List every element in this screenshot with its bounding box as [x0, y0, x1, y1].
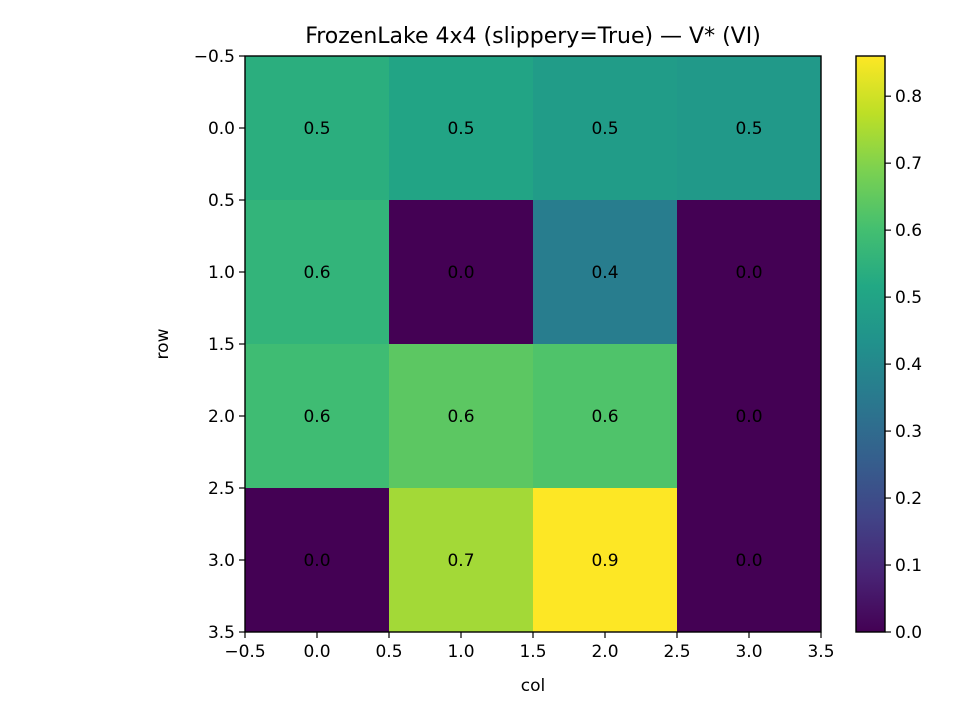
cell-value-label: 0.7: [447, 551, 474, 571]
heatmap-cell: [677, 56, 822, 201]
y-axis-label: row: [153, 328, 173, 359]
colorbar-tick-label: 0.0: [895, 623, 922, 643]
heatmap-cell: [389, 200, 534, 345]
colorbar-tick-label: 0.2: [895, 489, 922, 509]
y-tick-label: 2.5: [208, 479, 235, 499]
cell-value-label: 0.5: [735, 119, 762, 139]
x-tick-label: −0.5: [224, 642, 265, 662]
colorbar-tick-label: 0.8: [895, 87, 922, 107]
cell-value-label: 0.0: [735, 551, 762, 571]
x-axis-ticks: −0.5 0.0 0.5 1.0 1.5 2.0 2.5 3.0 3.5: [224, 632, 835, 662]
chart-title: FrozenLake 4x4 (slippery=True) — V* (VI): [305, 24, 761, 49]
x-axis-label: col: [521, 676, 545, 696]
heatmap-cell: [245, 200, 390, 345]
colorbar-tick-label: 0.7: [895, 154, 922, 174]
y-tick-label: 3.5: [208, 623, 235, 643]
x-tick-label: 2.5: [663, 642, 690, 662]
x-tick-label: 0.5: [375, 642, 402, 662]
colorbar-tick-label: 0.1: [895, 556, 922, 576]
cell-value-label: 0.6: [447, 407, 474, 427]
heatmap-cell: [533, 56, 678, 201]
colorbar-gradient: [856, 56, 885, 632]
heatmap-cell: [533, 344, 678, 489]
y-tick-label: 0.0: [208, 119, 235, 139]
x-tick-label: 3.0: [735, 642, 762, 662]
y-tick-label: 0.5: [208, 191, 235, 211]
heatmap-cell: [245, 344, 390, 489]
cell-value-label: 0.5: [591, 119, 618, 139]
heatmap-cell: [389, 56, 534, 201]
cell-value-label: 0.6: [303, 407, 330, 427]
colorbar-tick-label: 0.6: [895, 221, 922, 241]
cell-value-label: 0.6: [303, 263, 330, 283]
heatmap-cell: [389, 344, 534, 489]
cell-value-label: 0.9: [591, 551, 618, 571]
heatmap-cell: [677, 200, 822, 345]
y-tick-label: 1.5: [208, 335, 235, 355]
heatmap-cell: [245, 488, 390, 633]
heatmap-grid: [245, 56, 822, 633]
cell-value-labels: 0.5 0.5 0.5 0.5 0.6 0.0 0.4 0.0 0.6 0.6 0.6 0.0 0.0 0…: [303, 119, 762, 571]
x-tick-label: 1.5: [519, 642, 546, 662]
y-tick-label: 3.0: [208, 551, 235, 571]
cell-value-label: 0.0: [735, 263, 762, 283]
cell-value-label: 0.0: [447, 263, 474, 283]
heatmap-cell: [533, 488, 678, 633]
heatmap-cell: [533, 200, 678, 345]
cell-value-label: 0.5: [447, 119, 474, 139]
colorbar-ticks: 0.0 0.1 0.2 0.3 0.4 0.5 0.6 0.7 0.8: [885, 87, 922, 643]
cell-value-label: 0.0: [303, 551, 330, 571]
colorbar-tick-label: 0.4: [895, 355, 922, 375]
x-tick-label: 3.5: [807, 642, 834, 662]
x-tick-label: 0.0: [303, 642, 330, 662]
y-tick-label: −0.5: [194, 47, 235, 67]
cell-value-label: 0.6: [591, 407, 618, 427]
colorbar-tick-label: 0.5: [895, 288, 922, 308]
y-axis-ticks: −0.5 0.0 0.5 1.0 1.5 2.0 2.5 3.0 3.5: [194, 47, 245, 643]
heatmap-cell: [389, 488, 534, 633]
x-tick-label: 1.0: [447, 642, 474, 662]
x-tick-label: 2.0: [591, 642, 618, 662]
y-tick-label: 1.0: [208, 263, 235, 283]
heatmap-cell: [677, 488, 822, 633]
colorbar: 0.0 0.1 0.2 0.3 0.4 0.5 0.6 0.7 0.8: [855, 55, 922, 643]
heatmap-cell: [677, 344, 822, 489]
cell-value-label: 0.5: [303, 119, 330, 139]
colorbar-frame: [855, 55, 886, 633]
colorbar-tick-label: 0.3: [895, 422, 922, 442]
cell-value-label: 0.0: [735, 407, 762, 427]
heatmap-cell: [245, 56, 390, 201]
y-tick-label: 2.0: [208, 407, 235, 427]
cell-value-label: 0.4: [591, 263, 618, 283]
